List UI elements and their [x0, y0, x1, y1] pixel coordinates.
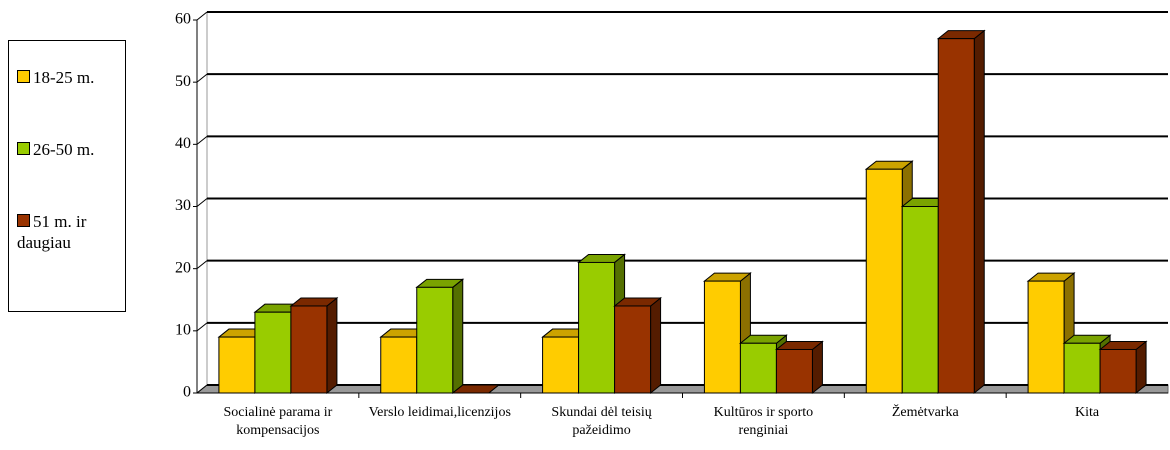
- floor: [195, 384, 1169, 394]
- bar: [289, 296, 339, 395]
- bar-side: [650, 296, 662, 395]
- grid-line-side: [196, 384, 208, 394]
- legend-label: 51 m. ir daugiau: [17, 212, 87, 252]
- bar-front: [290, 305, 328, 394]
- bar: [936, 29, 986, 395]
- bar-front: [865, 168, 903, 394]
- bar-top: [451, 384, 501, 394]
- bar-side: [452, 278, 464, 395]
- legend-label: 18-25 m.: [33, 68, 95, 87]
- bar: [1098, 340, 1148, 395]
- grid-line-side: [196, 260, 208, 270]
- grid-line-side: [196, 11, 208, 21]
- x-tick-label: Kita: [1075, 405, 1100, 420]
- bar: [415, 278, 465, 395]
- grid-line-side: [196, 135, 208, 145]
- legend-item: 26-50 m.: [17, 139, 121, 160]
- legend-swatch: [17, 142, 30, 155]
- bar-side: [973, 29, 985, 395]
- x-tick-label: Socialinė parama ir kompensacijos: [223, 405, 333, 438]
- x-tick-label: Kultūros ir sporto renginiai: [713, 405, 814, 438]
- bar-side: [326, 296, 338, 395]
- bar-front: [1027, 280, 1065, 394]
- x-tick-label: Žemėtvarka: [891, 405, 959, 420]
- bar-front: [739, 342, 777, 394]
- bar-front: [614, 305, 652, 394]
- y-tick-label: 50: [175, 73, 191, 90]
- bar-front: [901, 206, 939, 394]
- bar-front: [542, 336, 580, 394]
- bar-front: [1099, 348, 1137, 394]
- bar-front: [937, 38, 975, 394]
- bar-front: [218, 336, 256, 394]
- bar: [774, 340, 824, 395]
- y-tick-label: 30: [175, 197, 191, 214]
- bar-front: [254, 311, 292, 394]
- grid-line-side: [196, 198, 208, 207]
- bar: [451, 384, 501, 394]
- bar-front: [703, 280, 741, 394]
- legend-swatch: [17, 70, 30, 83]
- legend: 18-25 m. 26-50 m. 51 m. ir daugiau: [8, 40, 126, 312]
- bar-front: [578, 261, 616, 394]
- legend-item: 51 m. ir daugiau: [17, 211, 121, 253]
- bar-front: [1063, 342, 1101, 394]
- y-tick-label: 20: [175, 259, 191, 276]
- y-tick-label: 40: [175, 135, 191, 152]
- bar-front: [416, 286, 454, 394]
- bar-front: [380, 336, 418, 394]
- bar-front: [775, 348, 813, 394]
- bar-side: [811, 340, 823, 395]
- bar-side: [1135, 340, 1147, 395]
- grid-line-side: [196, 73, 208, 83]
- bar: [613, 296, 663, 395]
- x-tick-label: Skundai dėl teisių pažeidimo: [551, 405, 652, 438]
- y-tick-label: 60: [175, 11, 191, 28]
- legend-swatch: [17, 214, 30, 227]
- x-tick-label: Verslo leidimai,licenzijos: [368, 405, 511, 420]
- legend-item: 18-25 m.: [17, 67, 121, 88]
- y-tick-label: 0: [183, 384, 191, 401]
- grid-line-side: [196, 322, 208, 332]
- y-tick-label: 10: [175, 322, 191, 339]
- legend-label: 26-50 m.: [33, 140, 95, 159]
